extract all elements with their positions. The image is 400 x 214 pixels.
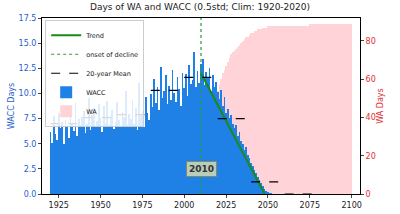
svg-text:5.0: 5.0 — [24, 140, 37, 149]
svg-text:2075: 2075 — [300, 201, 320, 210]
svg-text:7.5: 7.5 — [24, 114, 37, 123]
svg-text:10.0: 10.0 — [19, 89, 37, 98]
svg-text:2000: 2000 — [174, 201, 194, 210]
svg-text:WACC: WACC — [86, 89, 106, 97]
svg-text:WACC Days: WACC Days — [7, 83, 16, 129]
svg-text:1975: 1975 — [132, 201, 152, 210]
svg-text:40: 40 — [366, 113, 376, 122]
svg-text:Trend: Trend — [85, 32, 104, 40]
svg-text:2050: 2050 — [258, 201, 278, 210]
svg-text:20-year Mean: 20-year Mean — [86, 70, 131, 78]
svg-text:0.0: 0.0 — [24, 190, 37, 199]
svg-text:1950: 1950 — [90, 201, 110, 210]
svg-text:17.5: 17.5 — [19, 14, 37, 23]
svg-text:15.0: 15.0 — [19, 39, 37, 48]
svg-text:Days of WA and WACC (0.5std; C: Days of WA and WACC (0.5std; Clim: 1920-… — [90, 2, 310, 12]
svg-text:60: 60 — [366, 75, 376, 84]
svg-text:onset of decline: onset of decline — [86, 51, 138, 59]
svg-text:2025: 2025 — [216, 201, 236, 210]
svg-text:WA: WA — [86, 108, 97, 116]
svg-text:80: 80 — [366, 37, 376, 46]
svg-text:2100: 2100 — [341, 201, 361, 210]
svg-text:0: 0 — [366, 190, 371, 199]
svg-text:2010: 2010 — [189, 164, 214, 174]
svg-text:2.5: 2.5 — [24, 165, 37, 174]
svg-text:12.5: 12.5 — [19, 64, 37, 73]
svg-text:WA Days: WA Days — [376, 88, 385, 123]
svg-text:1925: 1925 — [49, 201, 69, 210]
svg-text:20: 20 — [366, 152, 376, 161]
